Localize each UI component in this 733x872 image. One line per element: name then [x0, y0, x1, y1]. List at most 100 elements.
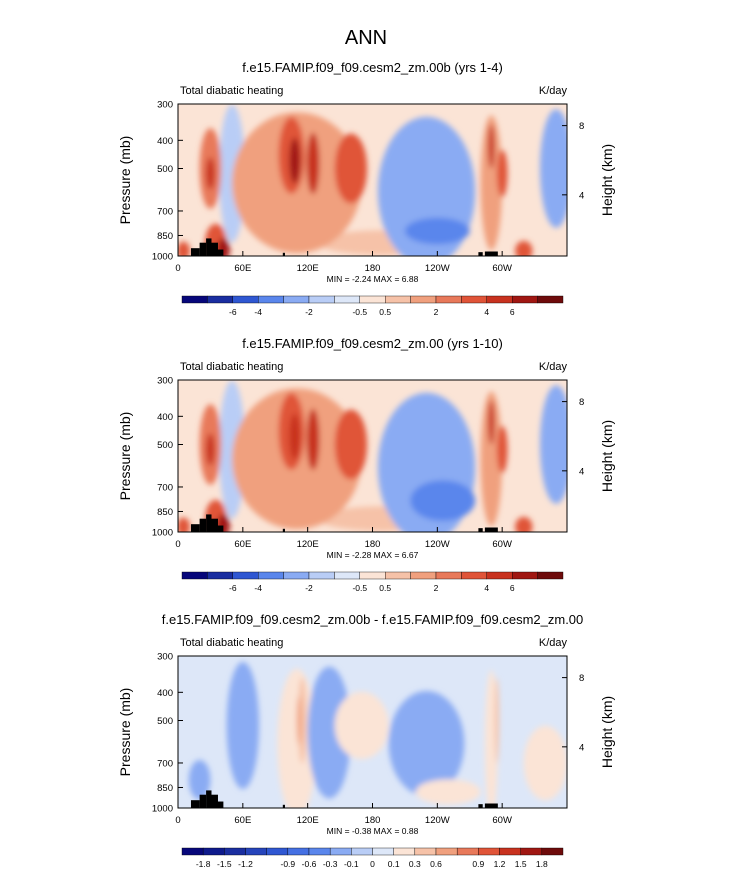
topography-block — [190, 248, 200, 256]
y-right-tick-label: 8 — [579, 673, 584, 684]
colorbar-cell — [287, 847, 310, 856]
y-tick-label: 300 — [157, 100, 173, 111]
field-blob — [289, 137, 301, 184]
colorbar-cell — [385, 571, 411, 580]
colorbar-cell — [435, 295, 462, 304]
field-blob — [297, 677, 307, 764]
x-tick-label: 0 — [175, 263, 180, 274]
topography-block — [216, 525, 224, 532]
colorbar-label: 0.9 — [472, 859, 484, 869]
y-right-tick-label: 4 — [579, 466, 584, 477]
field-blob — [377, 392, 476, 532]
contour-field — [178, 104, 567, 256]
colorbar-cell — [181, 847, 204, 856]
colorbar-label: -0.5 — [352, 583, 367, 593]
topography-block — [199, 242, 207, 256]
panel-1: f.e15.FAMIP.f09_f09.cesm2_zm.00b (yrs 1-… — [117, 60, 615, 317]
field-blob — [515, 240, 533, 256]
y-tick-label: 1000 — [152, 528, 173, 539]
colorbar-cell — [456, 847, 479, 856]
colorbar-label: -2 — [305, 307, 313, 317]
left-string: Total diabatic heating — [180, 361, 283, 373]
colorbar-cell — [385, 295, 411, 304]
field-blob — [523, 725, 567, 801]
field-blob — [404, 217, 470, 245]
field-blob — [334, 691, 389, 760]
colorbar-cell — [486, 571, 513, 580]
x-tick-label: 60W — [492, 815, 512, 826]
colorbar-cell — [486, 295, 513, 304]
y-tick-label: 700 — [157, 758, 173, 769]
field-blob — [296, 696, 302, 745]
colorbar-cell — [181, 571, 208, 580]
topography-block — [199, 518, 207, 532]
topography — [190, 790, 498, 808]
field-blob — [289, 413, 301, 460]
colorbar-cell — [202, 847, 225, 856]
panel-title: f.e15.FAMIP.f09_f09.cesm2_zm.00 (yrs 1-1… — [242, 336, 503, 351]
field-blob — [480, 391, 503, 527]
topography-block — [282, 804, 285, 808]
topography-block — [206, 238, 212, 256]
x-tick-label: 60W — [492, 263, 512, 274]
colorbar-cell — [207, 295, 233, 304]
y-right-tick-label: 4 — [579, 190, 584, 201]
field-blob — [388, 690, 465, 797]
field-blob — [178, 241, 190, 256]
contour-field — [178, 380, 567, 532]
x-tick-label: 0 — [175, 539, 180, 550]
colorbar-label: -1.2 — [238, 859, 253, 869]
topography-block — [478, 804, 483, 808]
y-tick-label: 1000 — [152, 804, 173, 815]
y-axis-label: Pressure (mb) — [117, 412, 133, 501]
colorbar-label: 0.5 — [379, 583, 391, 593]
x-tick-label: 120E — [297, 815, 319, 826]
colorbar-label: 0.6 — [430, 859, 442, 869]
field-blob — [494, 677, 499, 764]
colorbar-cell — [410, 295, 437, 304]
y-right-tick-label: 8 — [579, 397, 584, 408]
colorbar-label: 0 — [370, 859, 375, 869]
colorbar-cell — [435, 571, 462, 580]
left-string: Total diabatic heating — [180, 85, 283, 97]
colorbar-label: 0.5 — [379, 307, 391, 317]
panel-2: f.e15.FAMIP.f09_f09.cesm2_zm.00 (yrs 1-1… — [117, 336, 615, 593]
colorbar-label: -2 — [305, 583, 313, 593]
field-blob — [188, 759, 211, 800]
colorbar-cell — [334, 295, 360, 304]
topography-block — [478, 252, 483, 256]
colorbar-label: 1.5 — [515, 859, 527, 869]
y-tick-label: 700 — [157, 206, 173, 217]
field-blob — [277, 668, 317, 808]
colorbar-label: 1.2 — [494, 859, 506, 869]
colorbar-cell — [359, 571, 386, 580]
colorbar-cell — [478, 847, 500, 856]
field-blob — [306, 132, 320, 195]
x-tick-label: 120W — [425, 263, 450, 274]
field-blob — [480, 115, 503, 251]
colorbar-label: 4 — [484, 307, 489, 317]
x-tick-label: 180 — [365, 815, 381, 826]
colorbar-cell — [410, 571, 437, 580]
topography-block — [206, 790, 212, 808]
colorbar-cell — [512, 571, 538, 580]
x-tick-label: 120W — [425, 539, 450, 550]
field-blob — [206, 433, 215, 466]
colorbar-label: 0.1 — [388, 859, 400, 869]
topography-block — [216, 249, 224, 256]
colorbar-cell — [520, 847, 543, 856]
colorbar-cell — [537, 571, 564, 580]
colorbar-cell — [512, 295, 538, 304]
field-blob — [484, 670, 498, 808]
panel-title: f.e15.FAMIP.f09_f09.cesm2_zm.00b (yrs 1-… — [242, 60, 503, 75]
topography-block — [206, 514, 212, 532]
field-blob — [206, 157, 215, 190]
topography-block — [211, 794, 218, 808]
colorbar-cell — [435, 847, 458, 856]
panel-title: f.e15.FAMIP.f09_f09.cesm2_zm.00b - f.e15… — [162, 612, 584, 627]
colorbar-cell — [308, 571, 335, 580]
min-max-stats: MIN = -2.28 MAX = 6.67 — [327, 550, 419, 560]
colorbar-cell — [351, 847, 373, 856]
field-blob — [415, 779, 481, 805]
